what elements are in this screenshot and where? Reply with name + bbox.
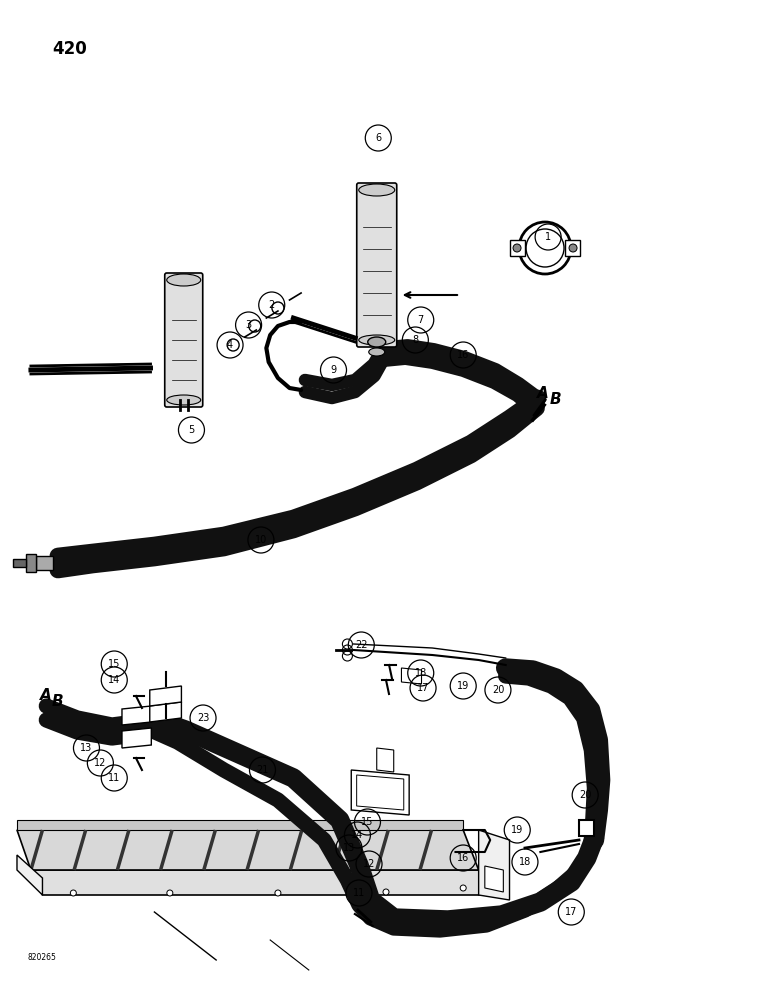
FancyBboxPatch shape [164,273,203,407]
Text: 17: 17 [417,683,429,693]
Ellipse shape [369,348,384,356]
Text: 18: 18 [415,668,427,678]
Polygon shape [565,240,580,256]
Text: 4: 4 [227,340,233,350]
Circle shape [275,890,281,896]
Polygon shape [122,728,151,748]
Polygon shape [485,866,503,892]
Text: 14: 14 [108,675,120,685]
Polygon shape [579,820,594,836]
Text: 820265: 820265 [28,953,57,962]
Text: 2: 2 [269,300,275,310]
Text: 11: 11 [108,773,120,783]
Text: 12: 12 [94,758,107,768]
Polygon shape [357,775,404,810]
Text: 6: 6 [375,133,381,143]
Text: 3: 3 [245,320,252,330]
Polygon shape [150,702,181,722]
Text: 10: 10 [255,535,267,545]
Text: 15: 15 [108,659,120,669]
Text: 16: 16 [457,350,469,360]
Text: 23: 23 [197,713,209,723]
Text: A: A [40,688,52,703]
Circle shape [569,244,577,252]
Text: A: A [537,386,549,401]
Text: 18: 18 [519,857,531,867]
Text: 20: 20 [579,790,591,800]
Text: 5: 5 [188,425,195,435]
Polygon shape [401,668,422,684]
Polygon shape [377,748,394,772]
Text: 14: 14 [351,830,364,840]
Polygon shape [17,820,463,830]
Text: 22: 22 [355,640,367,650]
Polygon shape [31,870,494,895]
Ellipse shape [367,337,386,347]
Polygon shape [13,559,26,567]
Text: 19: 19 [457,681,469,691]
Text: 13: 13 [343,843,355,853]
Text: 19: 19 [511,825,523,835]
Text: 9: 9 [330,365,337,375]
Text: 1: 1 [545,232,551,242]
Ellipse shape [359,335,394,345]
Ellipse shape [359,184,394,196]
Text: 15: 15 [361,817,374,827]
Text: 21: 21 [256,765,269,775]
Circle shape [70,890,76,896]
Text: 16: 16 [457,853,469,863]
Polygon shape [122,706,151,725]
Ellipse shape [167,395,201,405]
Text: 12: 12 [363,859,375,869]
Circle shape [513,244,521,252]
Polygon shape [510,240,525,256]
Text: 7: 7 [418,315,424,325]
Polygon shape [17,830,479,870]
Polygon shape [36,556,53,570]
Polygon shape [351,770,409,815]
Text: B: B [550,392,561,407]
Polygon shape [26,554,36,572]
Circle shape [383,889,389,895]
FancyBboxPatch shape [357,183,397,347]
Text: 13: 13 [80,743,93,753]
Polygon shape [150,686,181,706]
Circle shape [460,885,466,891]
Text: 8: 8 [412,335,418,345]
Text: 11: 11 [353,888,365,898]
Text: 20: 20 [492,685,504,695]
Text: 420: 420 [52,40,86,58]
Circle shape [167,890,173,896]
Ellipse shape [167,274,201,286]
Polygon shape [17,855,42,895]
Text: 17: 17 [565,907,577,917]
Polygon shape [479,830,510,900]
Text: B: B [52,694,63,709]
